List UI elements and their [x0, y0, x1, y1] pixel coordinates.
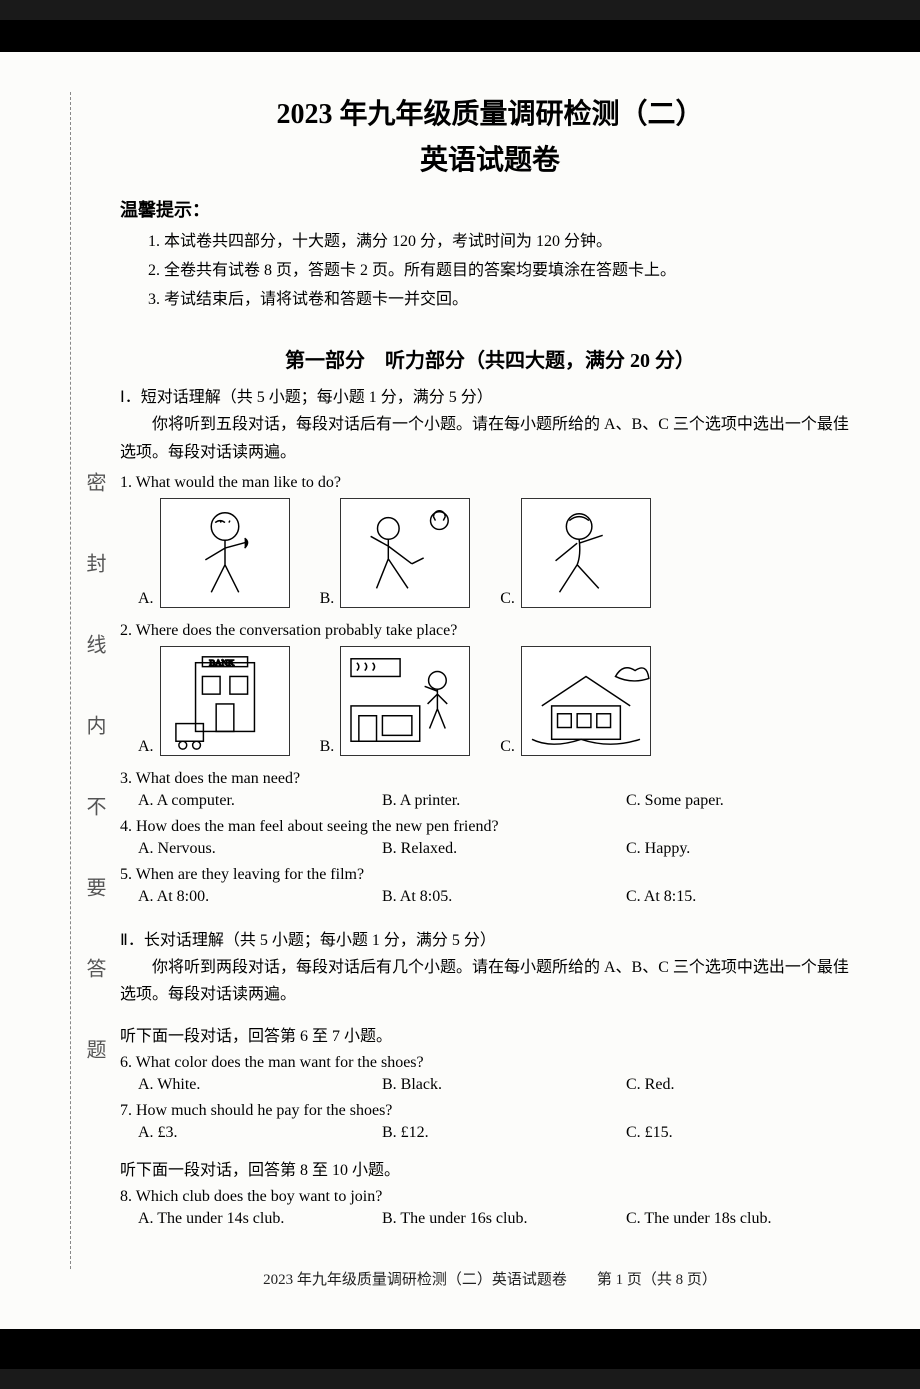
section2-head: Ⅱ．长对话理解（共 5 小题；每小题 1 分，满分 5 分）: [120, 926, 860, 950]
q4-option-b: B. Relaxed.: [382, 840, 616, 858]
part-title: 第一部分 听力部分（共四大题，满分 20 分）: [120, 344, 860, 373]
q7-option-b: B. £12.: [382, 1124, 616, 1142]
exam-title-line2: 英语试题卷: [120, 138, 860, 178]
q1-option-c: C.: [500, 498, 651, 608]
q5-options: A. At 8:00. B. At 8:05. C. At 8:15.: [138, 888, 860, 906]
q1-stem: 1. What would the man like to do?: [120, 474, 860, 492]
q8-option-c: C. The under 18s club.: [626, 1210, 860, 1228]
q7-options: A. £3. B. £12. C. £15.: [138, 1124, 860, 1142]
q6-option-a: A. White.: [138, 1076, 372, 1094]
option-label: B.: [320, 590, 335, 608]
q4-option-c: C. Happy.: [626, 840, 860, 858]
section1-head: Ⅰ．短对话理解（共 5 小题；每小题 1 分，满分 5 分）: [120, 383, 860, 407]
q1-picture-a: [160, 498, 290, 608]
section2-sub1: 听下面一段对话，回答第 6 至 7 小题。: [120, 1022, 860, 1046]
q1-picture-c: [521, 498, 651, 608]
q6-option-b: B. Black.: [382, 1076, 616, 1094]
q3-option-b: B. A printer.: [382, 792, 616, 810]
bottom-black-bar: [0, 1329, 920, 1369]
q5-option-b: B. At 8:05.: [382, 888, 616, 906]
section1-intro: 你将听到五段对话，每段对话后有一个小题。请在每小题所给的 A、B、C 三个选项中…: [120, 411, 860, 465]
q8-options: A. The under 14s club. B. The under 16s …: [138, 1210, 860, 1228]
q8-stem: 8. Which club does the boy want to join?: [120, 1188, 860, 1206]
q6-stem: 6. What color does the man want for the …: [120, 1054, 860, 1072]
q6-options: A. White. B. Black. C. Red.: [138, 1076, 860, 1094]
q1-options: A. B.: [138, 498, 860, 608]
q2-option-b: B.: [320, 646, 471, 756]
q2-options: A. BANK B.: [138, 646, 860, 756]
q2-picture-a: BANK: [160, 646, 290, 756]
q5-option-c: C. At 8:15.: [626, 888, 860, 906]
hint-item: 1. 本试卷共四部分，十大题，满分 120 分，考试时间为 120 分钟。: [148, 228, 860, 257]
option-label: C.: [500, 738, 515, 756]
exam-title-line1: 2023 年九年级质量调研检测（二）: [120, 92, 860, 132]
q7-stem: 7. How much should he pay for the shoes?: [120, 1102, 860, 1120]
q7-option-a: A. £3.: [138, 1124, 372, 1142]
q2-picture-b: [340, 646, 470, 756]
q1-picture-b: [340, 498, 470, 608]
q5-option-a: A. At 8:00.: [138, 888, 372, 906]
hint-item: 2. 全卷共有试卷 8 页，答题卡 2 页。所有题目的答案均要填涂在答题卡上。: [148, 257, 860, 286]
option-label: A.: [138, 738, 154, 756]
q7-option-c: C. £15.: [626, 1124, 860, 1142]
q1-option-b: B.: [320, 498, 471, 608]
section2-sub2: 听下面一段对话，回答第 8 至 10 小题。: [120, 1156, 860, 1180]
q4-option-a: A. Nervous.: [138, 840, 372, 858]
q3-option-c: C. Some paper.: [626, 792, 860, 810]
page-wrap: 密 封 线 内 不 要 答 题 2023 年九年级质量调研检测（二） 英语试题卷…: [0, 20, 920, 1369]
option-label: A.: [138, 590, 154, 608]
q3-stem: 3. What does the man need?: [120, 770, 860, 788]
hint-item: 3. 考试结束后，请将试卷和答题卡一并交回。: [148, 286, 860, 315]
hints-block: 1. 本试卷共四部分，十大题，满分 120 分，考试时间为 120 分钟。 2.…: [148, 228, 860, 314]
q2-option-c: C.: [500, 646, 651, 756]
top-black-bar: [0, 20, 920, 50]
q2-option-a: A. BANK: [138, 646, 290, 756]
q2-stem: 2. Where does the conversation probably …: [120, 622, 860, 640]
q1-option-a: A.: [138, 498, 290, 608]
q4-options: A. Nervous. B. Relaxed. C. Happy.: [138, 840, 860, 858]
q3-options: A. A computer. B. A printer. C. Some pap…: [138, 792, 860, 810]
hint-label: 温馨提示：: [120, 196, 860, 222]
section2-intro: 你将听到两段对话，每段对话后有几个小题。请在每小题所给的 A、B、C 三个选项中…: [120, 954, 860, 1008]
option-label: C.: [500, 590, 515, 608]
binding-margin-text: 密 封 线 内 不 要 答 题: [80, 472, 109, 1087]
q3-option-a: A. A computer.: [138, 792, 372, 810]
q2-picture-c: [521, 646, 651, 756]
exam-paper: 密 封 线 内 不 要 答 题 2023 年九年级质量调研检测（二） 英语试题卷…: [0, 50, 920, 1329]
q6-option-c: C. Red.: [626, 1076, 860, 1094]
q8-option-a: A. The under 14s club.: [138, 1210, 372, 1228]
svg-text:BANK: BANK: [209, 657, 235, 667]
option-label: B.: [320, 738, 335, 756]
q8-option-b: B. The under 16s club.: [382, 1210, 616, 1228]
q4-stem: 4. How does the man feel about seeing th…: [120, 818, 860, 836]
q5-stem: 5. When are they leaving for the film?: [120, 866, 860, 884]
page-footer: 2023 年九年级质量调研检测（二）英语试题卷 第 1 页（共 8 页）: [120, 1268, 860, 1289]
